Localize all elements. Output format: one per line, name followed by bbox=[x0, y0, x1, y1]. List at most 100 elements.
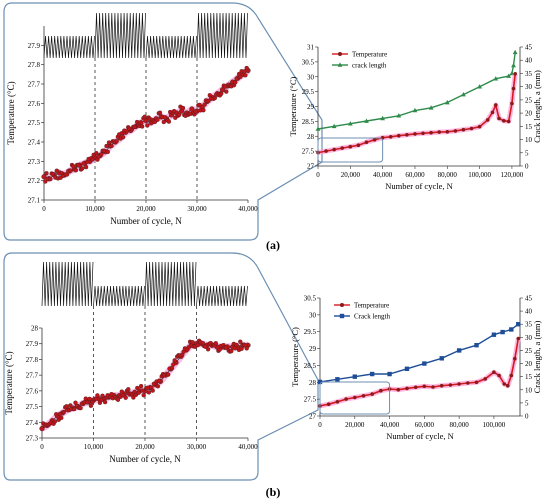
a-zoom-scatter-dot-0-2 bbox=[44, 171, 49, 176]
a-full-crack-line bbox=[317, 52, 516, 130]
a-full-legend-temperature-marker bbox=[338, 52, 342, 56]
b-zoom-wave-high-0 bbox=[41, 261, 94, 307]
a-full-temperature-point-27 bbox=[510, 101, 514, 106]
a-full-xtick-label-5: 100,000 bbox=[468, 171, 491, 179]
a-full-ytick-label-3: 28.5 bbox=[302, 118, 315, 126]
b-zoom-scatter-dot-11-3 bbox=[100, 393, 105, 398]
b-zoom-scatter-dot-22-3 bbox=[157, 378, 162, 383]
b-full-crack-point-5 bbox=[404, 366, 410, 371]
b-zoom-callout-frame bbox=[3, 252, 319, 481]
a-zoom-scatter-dot-7-3 bbox=[81, 161, 86, 166]
b-full-ytick-label-2: 28 bbox=[309, 379, 317, 387]
a-zoom-scatter-dot-22-3 bbox=[157, 110, 163, 115]
a-full-temperature-point-24 bbox=[497, 116, 501, 121]
a-zoom-xtick-label-2: 20,000 bbox=[136, 205, 156, 213]
a-full-crack-point-14 bbox=[511, 62, 516, 68]
b-zoom-scatter-dot-21-2 bbox=[150, 388, 155, 393]
a-full-crack-point-7 bbox=[428, 105, 434, 110]
b-zoom-scatter-dot-32-1 bbox=[205, 347, 211, 352]
b-zoom-scatter-dot-18-3 bbox=[136, 390, 141, 395]
b-zoom-x-axis-title: Number of cycle, N bbox=[109, 454, 181, 464]
b-zoom-scatter-dot-25-3 bbox=[172, 358, 177, 363]
a-full-temperature-point-11 bbox=[405, 133, 409, 137]
a-zoom-scatter-dot-1-1 bbox=[48, 176, 53, 182]
b-zoom-scatter-dot-16-1 bbox=[123, 395, 128, 400]
b-full-temperature-point-23 bbox=[506, 383, 510, 388]
b-full-legend-temperature-label: Temperature bbox=[354, 302, 389, 310]
a-full-crack-point-1 bbox=[331, 123, 337, 129]
a-full-temperature-point-18 bbox=[461, 127, 466, 132]
a-full-crack-point-8 bbox=[444, 99, 450, 105]
b-zoom-xtick-label-3: 30,000 bbox=[187, 443, 207, 451]
a-full-y-axis-title: Temperature (°C) bbox=[288, 76, 298, 136]
b-full-temperature-point-4 bbox=[353, 395, 357, 400]
b-zoom-scatter-dot-2-3 bbox=[54, 412, 59, 417]
b-zoom-scatter-dot-4-3 bbox=[64, 404, 69, 409]
b-full-crack-point-7 bbox=[439, 356, 444, 361]
b-full-crack-point-2 bbox=[352, 374, 357, 379]
a-zoom-x-axis-title: Number of cycle, N bbox=[110, 216, 182, 226]
b-zoom-scatter-dot-5-2 bbox=[68, 403, 73, 408]
a-zoom-scatter-dot-29-3 bbox=[193, 109, 198, 114]
a-zoom-scatter-dot-25-2 bbox=[171, 108, 177, 114]
a-zoom-scatter-dot-26-2 bbox=[177, 112, 182, 117]
a-zoom-scatter-dot-9-2 bbox=[90, 157, 95, 162]
b-zoom-scatter-dot-8-2 bbox=[83, 396, 88, 401]
a-zoom-xtick-label-4: 40,000 bbox=[238, 205, 258, 213]
b-full-zoom-box bbox=[319, 381, 391, 415]
a-zoom-scatter-dot-22-1 bbox=[155, 117, 160, 122]
b-full-temperature-point-3 bbox=[344, 397, 348, 401]
a-full-y2tick-label-3: 15 bbox=[525, 123, 533, 131]
a-full-temperature-point-20 bbox=[477, 124, 482, 129]
b-full-y2tick-label-4: 20 bbox=[525, 360, 533, 368]
a-full-xtick-label-0: 0 bbox=[316, 171, 320, 179]
b-zoom-scatter-dot-4-1 bbox=[61, 409, 67, 415]
a-full-xtick-label-2: 40,000 bbox=[373, 171, 393, 179]
b-full-y2tick-label-8: 40 bbox=[525, 308, 533, 316]
panel-label-a: (a) bbox=[266, 238, 280, 252]
b-zoom-scatter-dot-34-2 bbox=[217, 347, 222, 352]
b-zoom-scatter-dot-19-3 bbox=[141, 393, 146, 398]
b-zoom-scatter-dot-22-2 bbox=[155, 384, 161, 389]
b-zoom-scatter-dot-19-1 bbox=[138, 383, 144, 389]
b-full-temperature-point-24 bbox=[509, 373, 514, 378]
a-zoom-scatter-dot-10-1 bbox=[94, 150, 99, 156]
a-full-y2tick-label-5: 25 bbox=[525, 96, 533, 104]
a-full-temperature-point-6 bbox=[364, 140, 369, 144]
b-zoom-scatter-dot-18-2 bbox=[135, 385, 140, 391]
a-zoom-scatter-dot-37-2 bbox=[233, 80, 238, 85]
b-zoom-scatter-dot-2-2 bbox=[52, 419, 58, 424]
b-full-temperature-point-7 bbox=[379, 388, 383, 393]
a-full-legend-crack-marker bbox=[337, 62, 343, 67]
b-full-temperature-line bbox=[319, 338, 520, 407]
b-zoom-scatter-dot-12-1 bbox=[102, 399, 108, 405]
b-full-y2tick-label-9: 45 bbox=[525, 295, 533, 303]
a-full-temperature-point-22 bbox=[490, 110, 495, 115]
a-full-crack-point-4 bbox=[380, 115, 386, 121]
b-zoom-scatter-dot-9-2 bbox=[88, 403, 94, 408]
a-full-ytick-label-5: 29.5 bbox=[302, 88, 315, 96]
a-full-legend-crack-label: crack length bbox=[352, 62, 387, 70]
a-zoom-scatter-dot-35-2 bbox=[222, 84, 228, 89]
b-full-temperature-point-15 bbox=[448, 383, 453, 387]
a-zoom-scatter-dot-6-1 bbox=[73, 168, 79, 173]
b-zoom-scatter-dot-15-2 bbox=[119, 389, 124, 394]
a-zoom-xtick-label-1: 10,000 bbox=[85, 205, 105, 213]
a-full-zoom-box bbox=[317, 137, 384, 163]
a-zoom-scatter-dot-31-1 bbox=[201, 108, 206, 113]
b-full-temperature-point-10 bbox=[405, 386, 409, 391]
b-full-y2tick-label-0: 0 bbox=[525, 413, 529, 421]
b-zoom-xtick-label-2: 20,000 bbox=[135, 443, 155, 451]
a-zoom-ytick-label-2: 27.3 bbox=[28, 158, 41, 166]
a-zoom-point-29 bbox=[189, 106, 195, 112]
a-zoom-scatter-dot-34-3 bbox=[219, 91, 224, 96]
a-zoom-scatter-dot-12-1 bbox=[104, 143, 109, 149]
b-zoom-scatter-dot-19-2 bbox=[140, 388, 145, 393]
b-full-temperature-point-14 bbox=[439, 383, 444, 388]
b-zoom-ytick-label-0: 27.3 bbox=[26, 435, 39, 443]
a-full-xtick-label-3: 60,000 bbox=[405, 171, 425, 179]
a-zoom-ytick-label-1: 27.2 bbox=[28, 177, 41, 185]
b-zoom-wave-low-1 bbox=[196, 285, 248, 307]
a-zoom-scatter-dot-15-1 bbox=[119, 131, 124, 136]
b-full-crack-point-8 bbox=[456, 348, 462, 353]
